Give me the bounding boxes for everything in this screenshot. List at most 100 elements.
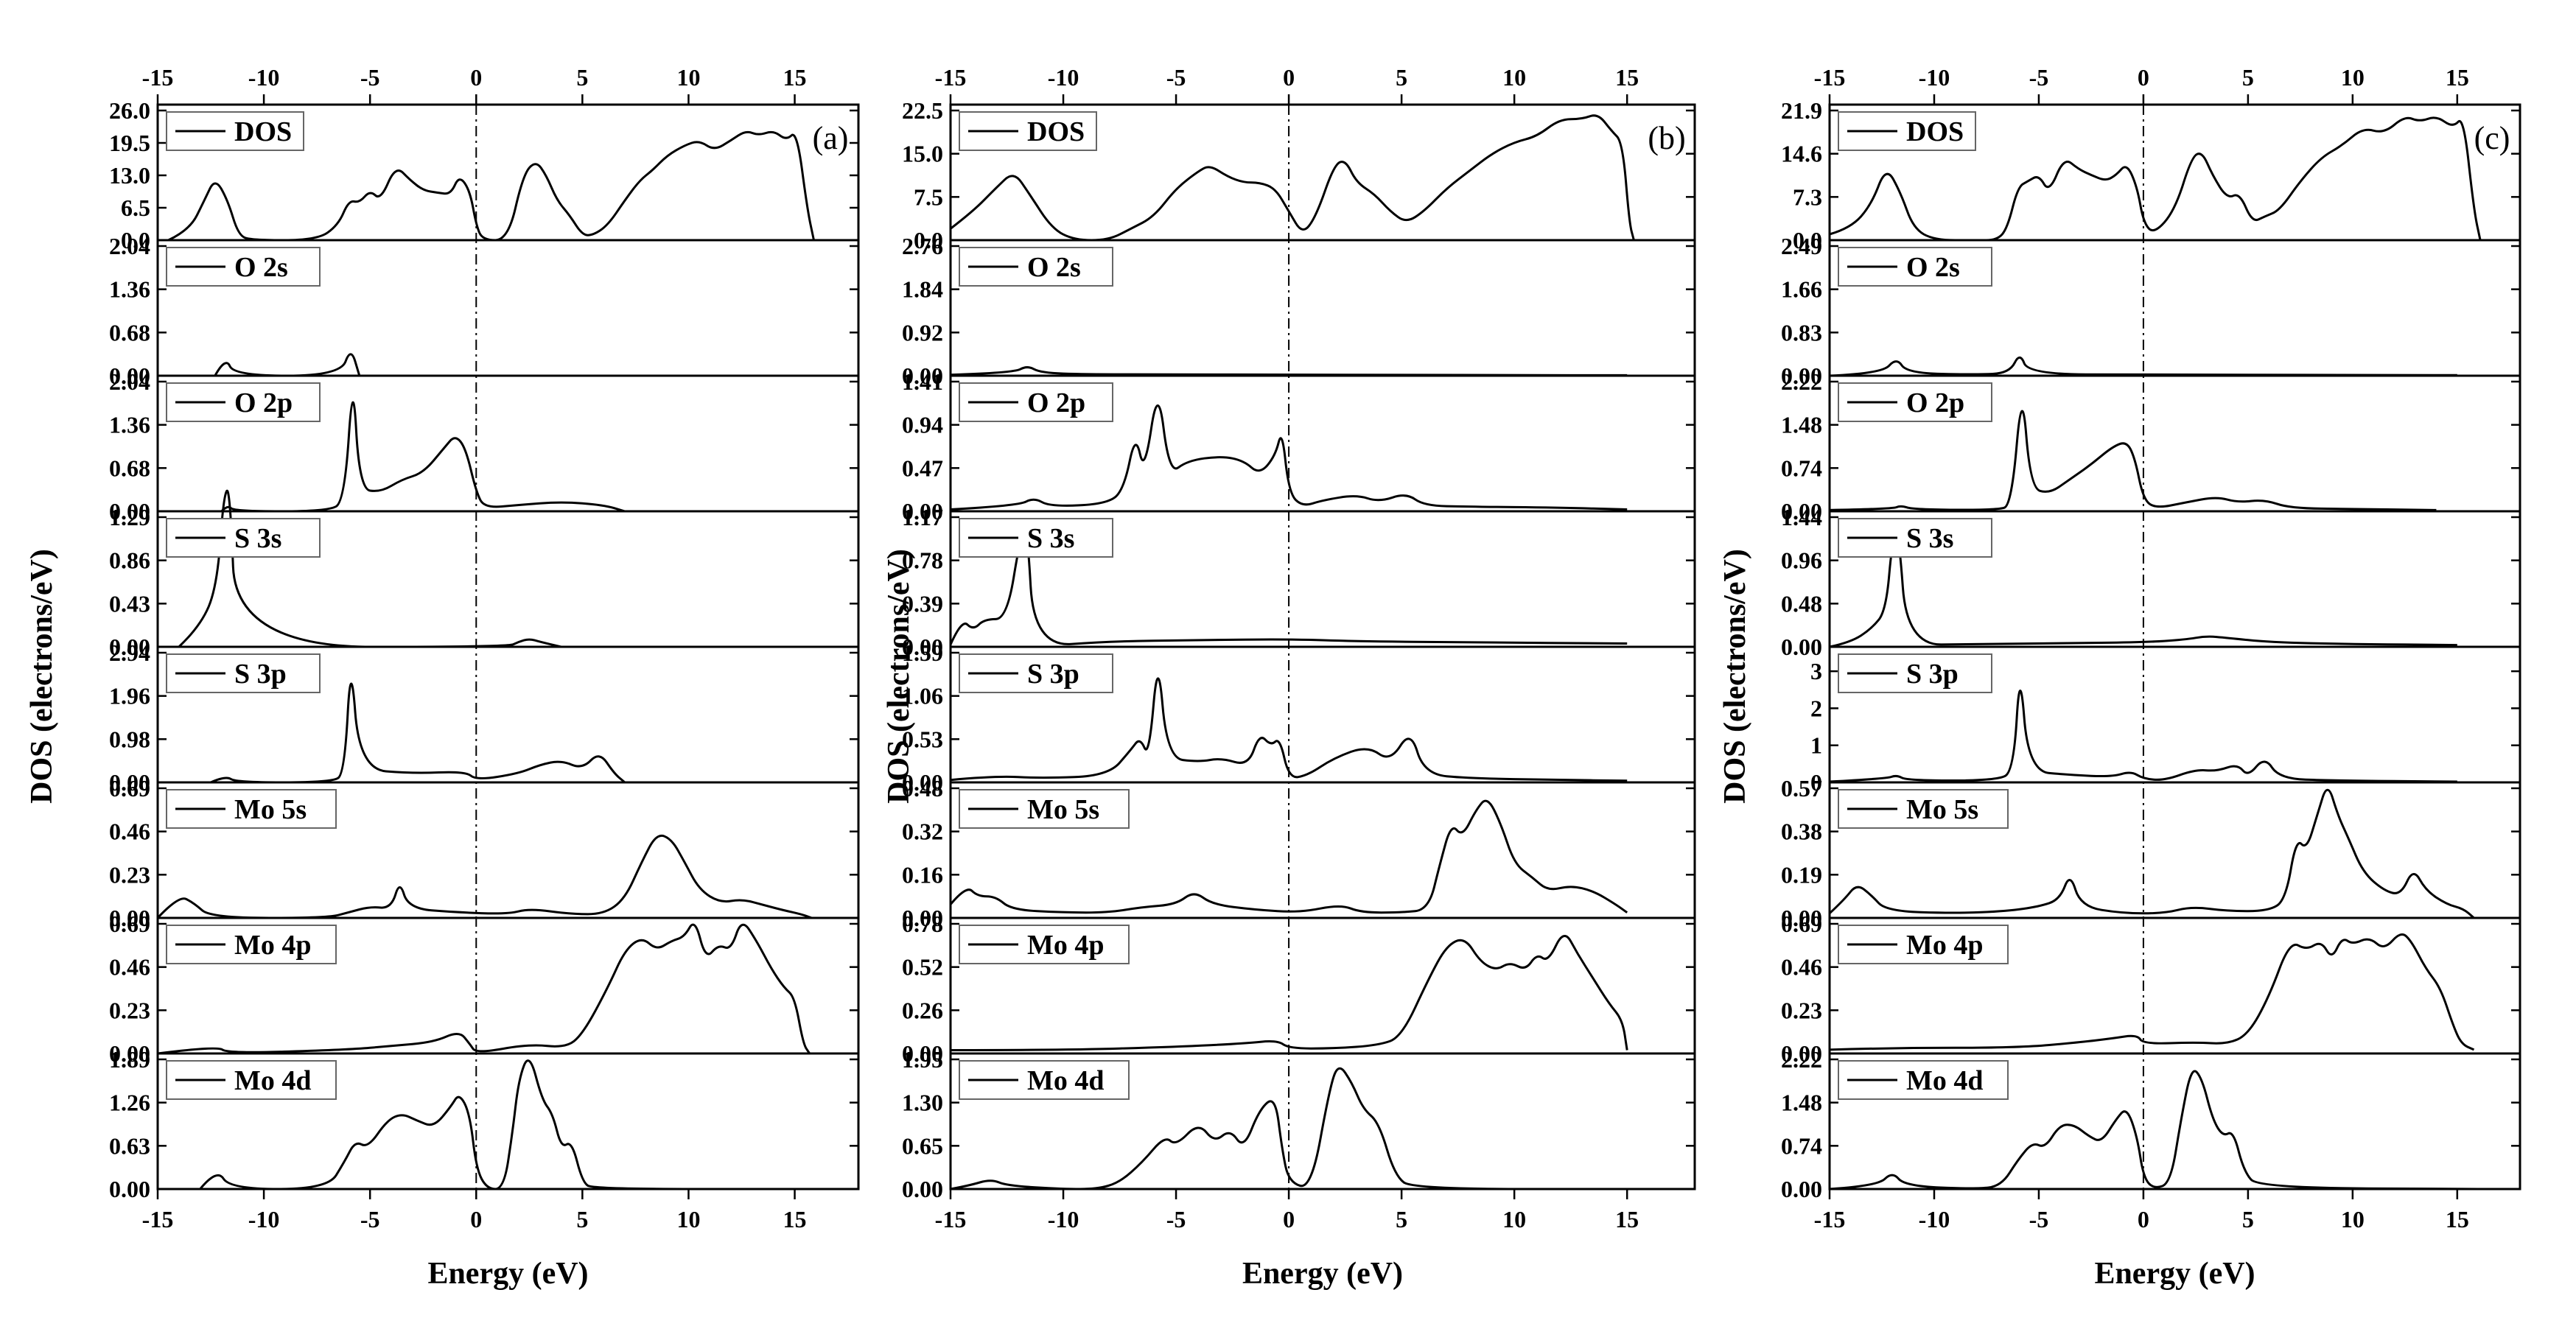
x-tick-label-top: -10: [248, 64, 280, 91]
y-tick-label: 0.00: [902, 634, 943, 660]
y-tick-label: 0.00: [1781, 498, 1822, 525]
y-tick-label: 2.22: [1781, 368, 1822, 395]
y-tick-label: 0.74: [1781, 455, 1822, 481]
legend-label: Mo 5s: [1027, 794, 1099, 825]
dos-curve-mo-4d: [950, 1067, 1628, 1191]
dos-curve-s-3s: [1829, 533, 2457, 648]
y-tick-label: 0.78: [902, 911, 943, 937]
y-tick-label: 1.41: [902, 368, 943, 395]
dos-curve-mo-5s: [949, 799, 1628, 914]
y-tick-label: 19.5: [109, 130, 150, 156]
dos-curve-mo-5s: [156, 834, 813, 919]
dos-curve-o-2p: [1829, 410, 2437, 511]
y-tick-label: 0.00: [1781, 1040, 1822, 1067]
y-tick-label: 0.96: [1781, 547, 1822, 574]
legend-label: DOS: [1906, 116, 1964, 147]
y-tick-label: 3: [1810, 658, 1822, 684]
y-tick-label: 0.46: [109, 954, 150, 981]
x-axis-title: Energy (eV): [427, 1257, 588, 1291]
y-tick-label: 0.00: [1781, 905, 1822, 931]
y-tick-label: 2.76: [902, 233, 943, 259]
y-tick-label: 1.95: [902, 1046, 943, 1073]
y-tick-label: 0.00: [902, 1040, 943, 1067]
y-tick-label: 0.78: [902, 547, 943, 574]
y-tick-label: 0.00: [1781, 1176, 1822, 1202]
y-tick-label: 13.0: [109, 162, 150, 189]
y-tick-label: 0.48: [1781, 590, 1822, 617]
x-tick-label-top: -15: [142, 64, 174, 91]
x-tick-label-bottom: -15: [935, 1206, 967, 1232]
x-tick-label-top: 10: [2341, 64, 2365, 91]
legend-label: Mo 4p: [1906, 930, 1984, 961]
y-tick-label: 1.66: [1781, 276, 1822, 303]
y-tick-label: 2: [1810, 695, 1822, 721]
legend-label: S 3s: [1027, 523, 1074, 554]
y-tick-label: 0.94: [902, 412, 943, 438]
legend-label: S 3p: [1906, 659, 1959, 690]
y-tick-label: 1.26: [109, 1090, 150, 1116]
x-tick-label-bottom: -5: [360, 1206, 380, 1232]
y-tick-label: 0.0: [121, 227, 150, 253]
y-tick-label: 0.16: [902, 861, 943, 888]
legend-label: Mo 4d: [1027, 1065, 1105, 1096]
y-tick-label: 1.36: [109, 412, 150, 438]
y-axis-title: DOS (electrons/eV): [882, 549, 916, 804]
x-tick-label-top: -5: [360, 64, 380, 91]
x-tick-label-bottom: 10: [1502, 1206, 1526, 1232]
x-tick-label-bottom: 0: [2138, 1206, 2149, 1232]
panel-label: (b): [1648, 120, 1685, 156]
x-tick-label-top: 5: [2242, 64, 2254, 91]
x-tick-label-top: 5: [1396, 64, 1407, 91]
y-tick-label: 0.46: [1781, 954, 1822, 981]
x-tick-label-bottom: -5: [1166, 1206, 1186, 1232]
legend-label: S 3p: [1027, 659, 1079, 690]
y-tick-label: 0.00: [109, 634, 150, 660]
x-tick-label-bottom: 10: [2341, 1206, 2365, 1232]
x-tick-label-top: 0: [1283, 64, 1295, 91]
x-axis-title: Energy (eV): [2094, 1257, 2255, 1291]
x-tick-label-bottom: 5: [576, 1206, 588, 1232]
x-tick-label-bottom: 15: [783, 1206, 807, 1232]
y-tick-label: 21.9: [1781, 97, 1822, 124]
x-tick-label-top: 10: [1502, 64, 1526, 91]
y-tick-label: 15.0: [902, 141, 943, 167]
y-tick-label: 1.89: [109, 1046, 150, 1073]
y-tick-label: 2.94: [109, 639, 150, 666]
y-tick-label: 7.5: [914, 183, 943, 210]
dos-curve-o-2p: [220, 401, 626, 513]
y-tick-label: 0.53: [902, 726, 943, 752]
y-tick-label: 0.63: [109, 1132, 150, 1159]
dos-curve-mo-4d: [199, 1059, 795, 1191]
legend-label: O 2p: [1906, 388, 1964, 418]
legend-label: Mo 5s: [234, 794, 307, 825]
dos-curve-dos: [167, 130, 815, 242]
dos-curve-s-3s: [178, 489, 561, 648]
y-tick-label: 0.00: [902, 362, 943, 389]
x-tick-label-top: 5: [576, 64, 588, 91]
x-tick-label-top: 15: [783, 64, 807, 91]
dos-curve-o-2p: [950, 404, 1628, 511]
y-tick-label: 22.5: [902, 97, 943, 124]
y-tick-label: 2.04: [109, 368, 150, 395]
x-tick-label-top: 0: [2138, 64, 2149, 91]
x-tick-label-bottom: 15: [2446, 1206, 2469, 1232]
panel-label: (a): [813, 120, 849, 156]
x-tick-label-bottom: 15: [1615, 1206, 1639, 1232]
x-tick-label-top: -15: [1814, 64, 1846, 91]
legend-box: [1838, 518, 1992, 558]
y-axis-title: DOS (electrons/eV): [25, 549, 59, 804]
y-tick-label: 7.3: [1793, 183, 1822, 210]
y-tick-label: 0.00: [902, 1176, 943, 1202]
y-tick-label: 0: [1810, 769, 1822, 796]
y-tick-label: 0.00: [109, 498, 150, 525]
dos-curve-mo-4d: [1829, 1070, 2479, 1191]
x-tick-label-bottom: 5: [2242, 1206, 2254, 1232]
dos-curve-mo-4p: [157, 923, 811, 1055]
y-tick-label: 0.48: [902, 775, 943, 802]
x-tick-label-top: -5: [2029, 64, 2049, 91]
y-tick-label: 1.59: [902, 639, 943, 666]
y-tick-label: 0.92: [902, 319, 943, 346]
x-tick-label-top: -5: [1166, 64, 1186, 91]
y-tick-label: 0.86: [109, 547, 150, 574]
y-tick-label: 1.48: [1781, 412, 1822, 438]
